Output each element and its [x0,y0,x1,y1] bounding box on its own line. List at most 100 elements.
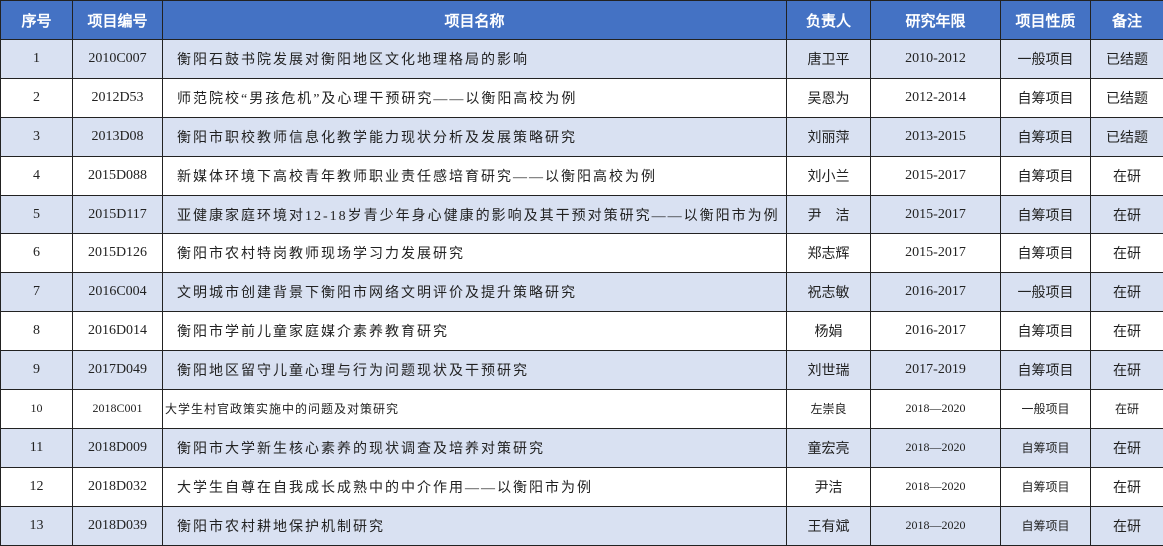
cell-note: 在研 [1090,350,1163,391]
cell-no: 13 [0,505,73,546]
cell-type: 一般项目 [1000,39,1091,79]
cell-type: 自筹项目 [1000,116,1091,157]
cell-type: 自筹项目 [1000,194,1091,235]
cell-years: 2016-2017 [870,272,1001,313]
cell-note: 在研 [1090,155,1163,196]
cell-code: 2018C001 [72,389,163,429]
table-row: 9 2017D049 衡阳地区留守儿童心理与行为问题现状及干预研究 刘世瑞 2017-2… [0,350,1163,391]
cell-type: 自筹项目 [1000,466,1091,507]
cell-note: 在研 [1090,233,1163,274]
table-row: 8 2016D014 衡阳市学前儿童家庭媒介素养教育研究 杨娟 2016-2017 自筹项… [0,311,1163,352]
cell-years: 2015-2017 [870,155,1001,196]
cell-name: 衡阳市农村耕地保护机制研究 [162,505,787,546]
cell-years: 2017-2019 [870,350,1001,391]
header-years: 研究年限 [870,0,1001,40]
cell-leader: 唐卫平 [786,39,871,79]
cell-years: 2016-2017 [870,311,1001,352]
header-note: 备注 [1090,0,1163,40]
cell-no: 9 [0,350,73,391]
cell-leader: 尹 洁 [786,194,871,235]
cell-years: 2010-2012 [870,39,1001,79]
cell-note: 在研 [1090,272,1163,313]
cell-type: 自筹项目 [1000,311,1091,352]
cell-note: 已结题 [1090,116,1163,157]
cell-no: 3 [0,116,73,157]
cell-no: 12 [0,466,73,507]
table-row: 5 2015D117 亚健康家庭环境对12-18岁青少年身心健康的影响及其干预对策研… [0,194,1163,235]
cell-leader: 祝志敏 [786,272,871,313]
cell-no: 5 [0,194,73,235]
table-row: 6 2015D126 衡阳市农村特岗教师现场学习力发展研究 郑志辉 2015-2017 自… [0,233,1163,274]
cell-years: 2018—2020 [870,427,1001,468]
cell-note: 在研 [1090,466,1163,507]
cell-no: 4 [0,155,73,196]
cell-type: 自筹项目 [1000,427,1091,468]
table-row: 11 2018D009 衡阳市大学新生核心素养的现状调查及培养对策研究 童宏亮 2018… [0,427,1163,468]
table-row: 4 2015D088 新媒体环境下高校青年教师职业责任感培育研究——以衡阳高校为例刘… [0,155,1163,196]
cell-code: 2015D088 [72,155,163,196]
cell-code: 2015D117 [72,194,163,235]
cell-code: 2013D08 [72,116,163,157]
header-no: 序号 [0,0,73,40]
cell-no: 2 [0,77,73,118]
cell-code: 2018D009 [72,427,163,468]
cell-type: 自筹项目 [1000,350,1091,391]
cell-type: 自筹项目 [1000,77,1091,118]
header-leader: 负责人 [786,0,871,40]
table-row: 13 2018D039 衡阳市农村耕地保护机制研究 王有斌 2018—2020 自筹项目在… [0,505,1163,546]
cell-years: 2013-2015 [870,116,1001,157]
cell-note: 在研 [1090,427,1163,468]
cell-no: 7 [0,272,73,313]
table-row: 12 2018D032 大学生自尊在自我成长成熟中的中介作用——以衡阳市为例 尹洁 20… [0,466,1163,507]
cell-no: 11 [0,427,73,468]
cell-note: 在研 [1090,505,1163,546]
cell-no: 10 [0,389,73,429]
cell-leader: 杨娟 [786,311,871,352]
cell-years: 2015-2017 [870,194,1001,235]
cell-leader: 尹洁 [786,466,871,507]
cell-leader: 童宏亮 [786,427,871,468]
cell-name: 新媒体环境下高校青年教师职业责任感培育研究——以衡阳高校为例 [162,155,787,196]
cell-years: 2012-2014 [870,77,1001,118]
table-row: 7 2016C004 文明城市创建背景下衡阳市网络文明评价及提升策略研究 祝志敏 201… [0,272,1163,313]
table-row: 1 2010C007 衡阳石鼓书院发展对衡阳地区文化地理格局的影响 唐卫平 2010-2… [0,39,1163,79]
cell-name: 衡阳市学前儿童家庭媒介素养教育研究 [162,311,787,352]
cell-no: 6 [0,233,73,274]
cell-note: 在研 [1090,194,1163,235]
cell-code: 2016C004 [72,272,163,313]
cell-code: 2015D126 [72,233,163,274]
cell-note: 已结题 [1090,39,1163,79]
cell-no: 1 [0,39,73,79]
cell-type: 自筹项目 [1000,155,1091,196]
cell-name: 衡阳石鼓书院发展对衡阳地区文化地理格局的影响 [162,39,787,79]
cell-name: 师范院校“男孩危机”及心理干预研究——以衡阳高校为例 [162,77,787,118]
cell-code: 2016D014 [72,311,163,352]
cell-note: 在研 [1090,389,1163,429]
cell-code: 2010C007 [72,39,163,79]
header-name: 项目名称 [162,0,787,40]
cell-note: 在研 [1090,311,1163,352]
cell-years: 2018—2020 [870,466,1001,507]
cell-code: 2018D032 [72,466,163,507]
cell-name: 衡阳市大学新生核心素养的现状调查及培养对策研究 [162,427,787,468]
header-type: 项目性质 [1000,0,1091,40]
cell-leader: 刘小兰 [786,155,871,196]
cell-type: 一般项目 [1000,272,1091,313]
cell-name: 大学生自尊在自我成长成熟中的中介作用——以衡阳市为例 [162,466,787,507]
header-row: 序号 项目编号 项目名称 负责人 研究年限 项目性质 备注 [0,0,1163,40]
cell-leader: 王有斌 [786,505,871,546]
cell-leader: 左崇良 [786,389,871,429]
table-row: 10 2018C001 大学生村官政策实施中的问题及对策研究 左崇良 2018—2020… [0,389,1163,429]
cell-type: 自筹项目 [1000,233,1091,274]
cell-code: 2018D039 [72,505,163,546]
cell-leader: 郑志辉 [786,233,871,274]
cell-name: 大学生村官政策实施中的问题及对策研究 [162,389,787,429]
cell-name: 文明城市创建背景下衡阳市网络文明评价及提升策略研究 [162,272,787,313]
table-row: 2 2012D53 师范院校“男孩危机”及心理干预研究——以衡阳高校为例 吴恩为 201… [0,77,1163,118]
cell-no: 8 [0,311,73,352]
cell-years: 2018—2020 [870,505,1001,546]
cell-name: 亚健康家庭环境对12-18岁青少年身心健康的影响及其干预对策研究——以衡阳市为例 [162,194,787,235]
cell-leader: 吴恩为 [786,77,871,118]
cell-leader: 刘丽萍 [786,116,871,157]
